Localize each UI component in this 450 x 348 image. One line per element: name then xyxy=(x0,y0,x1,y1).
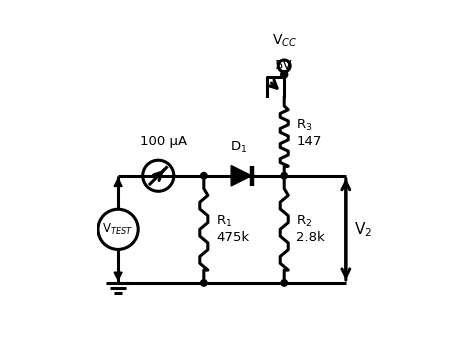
Text: 147: 147 xyxy=(296,135,322,148)
Polygon shape xyxy=(114,179,122,187)
Circle shape xyxy=(281,173,288,179)
Text: 475k: 475k xyxy=(216,231,249,244)
Polygon shape xyxy=(231,166,252,186)
Circle shape xyxy=(201,280,207,286)
Text: R$_2$: R$_2$ xyxy=(296,214,312,229)
Circle shape xyxy=(281,71,288,78)
Text: V$_{TEST}$: V$_{TEST}$ xyxy=(103,222,134,237)
Text: R$_1$: R$_1$ xyxy=(216,214,232,229)
Circle shape xyxy=(281,280,288,286)
Text: D$_1$: D$_1$ xyxy=(230,140,248,155)
Text: V$_{CC}$: V$_{CC}$ xyxy=(272,33,297,49)
Text: 2.8k: 2.8k xyxy=(296,231,325,244)
Text: 100 μA: 100 μA xyxy=(140,135,187,148)
Text: V$_2$: V$_2$ xyxy=(355,220,373,239)
Polygon shape xyxy=(114,272,122,280)
Text: R$_3$: R$_3$ xyxy=(296,118,313,133)
Text: 5V: 5V xyxy=(275,60,293,72)
Circle shape xyxy=(201,173,207,179)
